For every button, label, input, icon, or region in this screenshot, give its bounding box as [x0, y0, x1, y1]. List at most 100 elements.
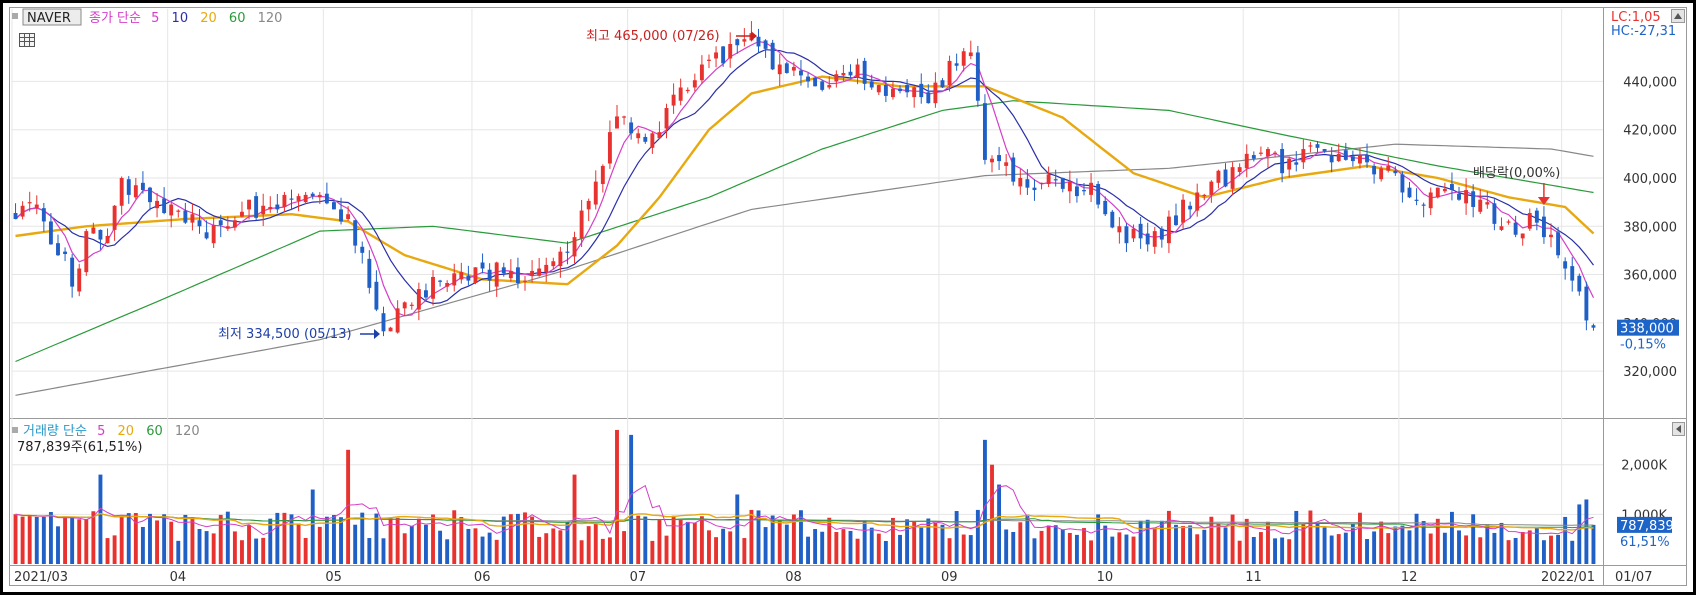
- volume-bar: [1315, 523, 1320, 564]
- volume-bar: [473, 528, 478, 564]
- volume-bar: [1209, 516, 1214, 564]
- low-arrow-icon: [360, 329, 380, 339]
- volume-bar: [70, 517, 75, 564]
- candle: [1004, 154, 1009, 177]
- volume-bar: [1577, 504, 1582, 564]
- volume-bar: [1025, 514, 1030, 564]
- candle: [692, 73, 697, 92]
- candle: [664, 103, 669, 139]
- candle: [629, 117, 634, 140]
- volume-bar: [1322, 527, 1327, 564]
- volume-bars: [13, 429, 1596, 564]
- candle: [1513, 215, 1518, 238]
- volume-bar: [339, 517, 343, 564]
- candle: [317, 191, 322, 205]
- volume-bar: [1485, 524, 1490, 564]
- volume-bar: [1018, 522, 1023, 564]
- candle: [721, 45, 726, 67]
- scroll-left-button[interactable]: [1672, 422, 1685, 436]
- candle: [1492, 199, 1497, 231]
- volume-bar: [240, 540, 244, 564]
- volume-bar: [855, 538, 860, 564]
- volume-bar: [735, 494, 740, 564]
- volume-bar: [1343, 532, 1348, 564]
- volume-badge-value: 787,839: [1620, 519, 1674, 534]
- dividend-annotation: 배당락(0,00%): [1473, 166, 1560, 181]
- volume-bar: [289, 514, 294, 564]
- candle: [466, 265, 471, 286]
- volume-bar: [480, 536, 485, 564]
- volume-bar: [1124, 534, 1129, 564]
- volume-bar: [990, 464, 994, 564]
- candle: [1372, 163, 1377, 184]
- volume-bar: [1513, 537, 1518, 564]
- volume-bar: [1541, 540, 1546, 564]
- volume-bar: [77, 519, 82, 564]
- volume-bar: [813, 529, 818, 564]
- volume-bar: [169, 521, 174, 564]
- candle: [56, 234, 60, 256]
- candle: [841, 64, 846, 81]
- candle: [1039, 182, 1044, 190]
- candle: [431, 270, 435, 306]
- scroll-up-button[interactable]: [1671, 9, 1685, 23]
- candle: [1216, 169, 1221, 189]
- dividend-arrow-icon: [1537, 183, 1550, 205]
- volume-legend-ma20: 20: [118, 424, 135, 439]
- volume-bar: [1549, 535, 1553, 564]
- candle: [763, 39, 768, 58]
- x-tick-label: 11: [1245, 570, 1262, 585]
- candle: [1067, 170, 1072, 204]
- volume-bar: [27, 515, 32, 564]
- price-legend: 종가 단순 5 10 20 60 120: [89, 11, 282, 26]
- volume-bar: [84, 519, 89, 564]
- volume-bar: [912, 521, 917, 564]
- volume-bar: [636, 515, 641, 564]
- volume-bar: [1407, 530, 1412, 564]
- candle: [218, 214, 223, 238]
- candle: [968, 40, 973, 60]
- volume-bar: [303, 537, 308, 564]
- volume-bar: [1188, 525, 1193, 564]
- volume-bar: [1060, 529, 1065, 564]
- candle: [416, 282, 421, 321]
- volume-bar: [1372, 531, 1377, 564]
- candle: [1556, 227, 1561, 259]
- volume-bar: [1166, 510, 1171, 564]
- volume-bar: [982, 439, 987, 564]
- candle: [1584, 281, 1589, 331]
- candle: [1478, 189, 1483, 214]
- candle: [919, 73, 924, 104]
- volume-bar: [629, 434, 634, 564]
- candle: [1011, 152, 1016, 186]
- candle: [1442, 182, 1447, 193]
- candle: [912, 86, 917, 108]
- volume-bar: [353, 524, 358, 564]
- volume-bar: [1131, 536, 1136, 564]
- volume-bar: [1400, 525, 1405, 564]
- candle: [742, 28, 747, 47]
- candle: [41, 202, 46, 232]
- candle: [367, 250, 372, 294]
- volume-bar: [523, 512, 527, 564]
- candle: [735, 38, 740, 54]
- volume-bar: [728, 531, 733, 564]
- x-tick-label: 08: [785, 570, 802, 585]
- volume-bar: [558, 530, 563, 564]
- volume-bar: [1449, 511, 1454, 564]
- table-icon[interactable]: [19, 33, 35, 47]
- candle: [1534, 207, 1539, 231]
- volume-bar: [1280, 537, 1285, 564]
- ticker-box[interactable]: [22, 8, 82, 26]
- volume-bar: [148, 513, 152, 564]
- volume-bar: [48, 512, 53, 564]
- candle: [678, 78, 683, 106]
- candle: [579, 199, 584, 248]
- volume-bar: [791, 514, 796, 564]
- legend-ma5: 5: [151, 11, 159, 26]
- candle: [1315, 140, 1320, 153]
- y-tick-label: 400,000: [1623, 172, 1677, 187]
- candle: [63, 247, 68, 262]
- volume-bar: [56, 526, 60, 564]
- candle: [296, 193, 301, 212]
